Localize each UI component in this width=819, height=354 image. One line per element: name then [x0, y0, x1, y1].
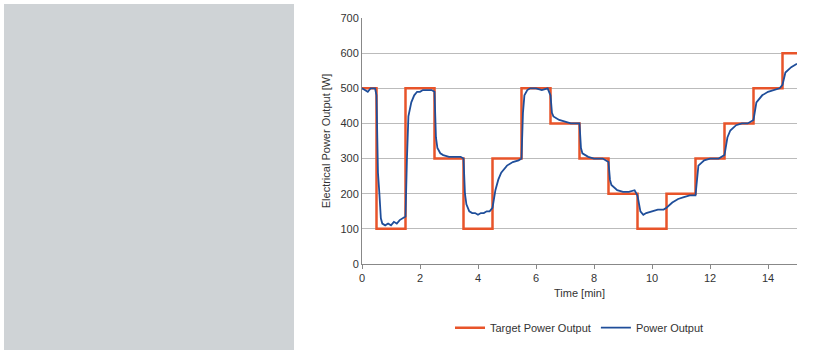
svg-text:8: 8	[591, 272, 597, 284]
svg-text:14: 14	[762, 272, 774, 284]
svg-text:Power Output: Power Output	[636, 322, 703, 334]
svg-text:500: 500	[340, 82, 358, 94]
svg-text:100: 100	[340, 223, 358, 235]
svg-text:700: 700	[340, 12, 358, 24]
svg-text:0: 0	[359, 272, 365, 284]
svg-text:6: 6	[533, 272, 539, 284]
svg-text:10: 10	[646, 272, 658, 284]
svg-text:400: 400	[340, 117, 358, 129]
svg-text:4: 4	[475, 272, 481, 284]
svg-text:0: 0	[353, 258, 359, 270]
svg-text:Target Power Output: Target Power Output	[490, 322, 591, 334]
svg-text:12: 12	[704, 272, 716, 284]
svg-text:300: 300	[340, 152, 358, 164]
svg-text:Electrical Power Output [W]: Electrical Power Output [W]	[320, 74, 332, 209]
svg-text:600: 600	[340, 47, 358, 59]
svg-text:Time [min]: Time [min]	[554, 287, 605, 299]
svg-text:2: 2	[417, 272, 423, 284]
svg-text:200: 200	[340, 188, 358, 200]
